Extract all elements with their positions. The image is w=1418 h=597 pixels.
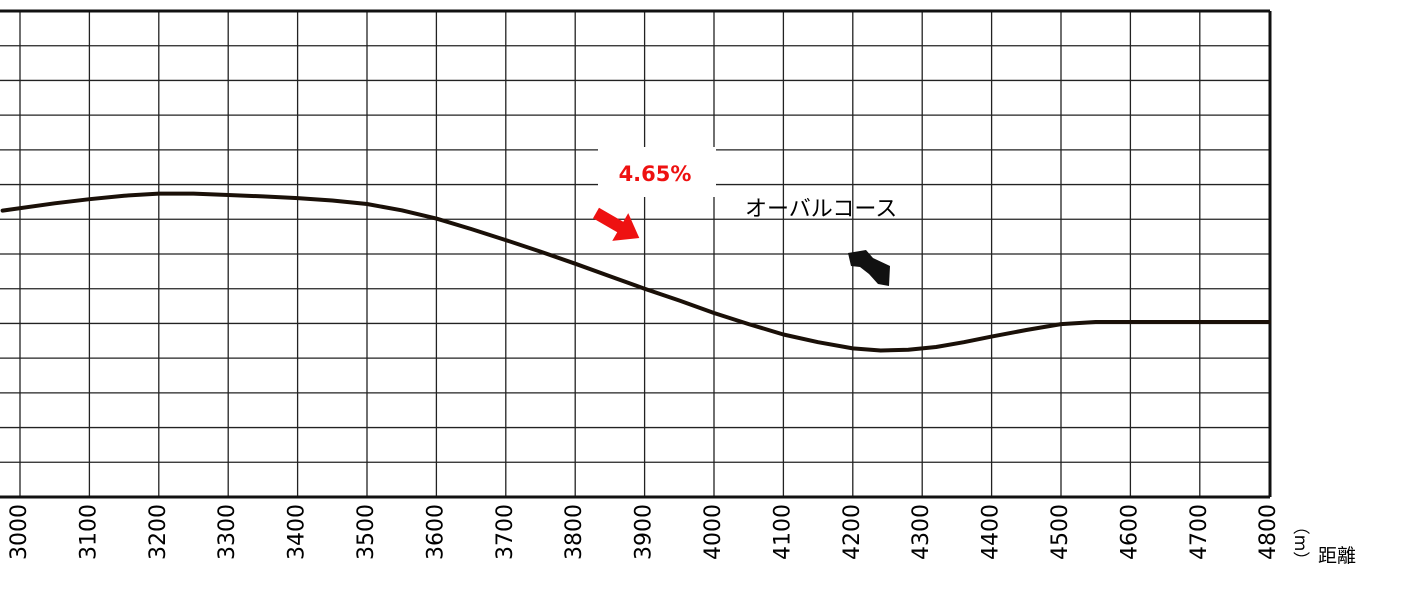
x-tick-label: 3900 <box>632 504 657 560</box>
x-tick-label: 3600 <box>423 504 448 560</box>
x-tick-labels: 3000 3100 3200 3300 3400 3500 3600 3700 3800 3900… <box>7 504 1281 560</box>
x-tick-label: 3100 <box>76 504 101 560</box>
x-tick-label: 3800 <box>562 504 587 560</box>
x-tick-label: 4800 <box>1256 504 1281 560</box>
grade-label-box <box>598 147 716 197</box>
course-label: オーバルコース <box>745 197 897 222</box>
x-tick-label: 4100 <box>770 504 795 560</box>
x-tick-label: 4600 <box>1117 504 1142 560</box>
elevation-line <box>0 191 1272 353</box>
x-tick-label: 3500 <box>354 504 379 560</box>
grade-arrow-icon <box>593 207 640 241</box>
x-tick-label: 3400 <box>285 504 310 560</box>
grade-label: 4.65% <box>619 162 692 186</box>
x-tick-label: 4300 <box>909 504 934 560</box>
grid <box>0 11 1270 497</box>
x-tick-label: 4000 <box>701 504 726 560</box>
x-tick-label: 3000 <box>7 504 32 560</box>
annotation-layer: 4.65% オーバルコース <box>593 147 897 286</box>
x-tick-label: 4700 <box>1187 504 1212 560</box>
x-axis-label: 距離 <box>1318 545 1356 567</box>
series-layer <box>0 191 1272 353</box>
x-tick-label: 4400 <box>979 504 1004 560</box>
x-tick-label: 4200 <box>840 504 865 560</box>
x-tick-label: 3700 <box>493 504 518 560</box>
x-axis-unit: （m） <box>1290 518 1310 569</box>
x-tick-label: 3200 <box>146 504 171 560</box>
x-axis-title: （m） 距離 <box>1290 518 1356 569</box>
x-tick-label: 3300 <box>215 504 240 560</box>
x-tick-label: 4500 <box>1048 504 1073 560</box>
plot-frame <box>0 9 1272 499</box>
direction-arrow-icon <box>848 250 890 286</box>
